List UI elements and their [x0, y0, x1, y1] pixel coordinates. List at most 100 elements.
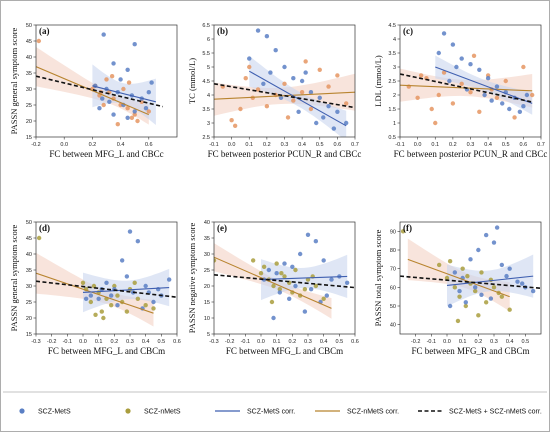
nmets-point — [305, 277, 311, 282]
nmets-point — [483, 300, 489, 305]
nmets-point — [146, 109, 151, 114]
nmets-point — [479, 270, 484, 275]
y-tick-label: 1 — [393, 121, 396, 127]
x-tick-label: 0.3 — [126, 339, 134, 345]
nmets-regression-line — [36, 272, 154, 314]
x-tick-label: 0.7 — [537, 142, 545, 148]
mets-point — [447, 78, 452, 84]
nmets-point — [459, 81, 464, 87]
y-tick-label: 40 — [204, 220, 210, 226]
mets-point — [96, 296, 101, 301]
y-tick-label: 15 — [204, 300, 210, 306]
nmets-point — [512, 115, 517, 120]
nmets-regression-line — [36, 66, 150, 116]
nmets-point — [258, 271, 264, 276]
mets-point — [274, 271, 279, 276]
nmets-point — [101, 315, 106, 321]
nmets-point — [415, 95, 420, 101]
y-tick-label: 50 — [26, 220, 32, 226]
nmets-point — [308, 106, 314, 112]
mets-point — [483, 232, 489, 238]
panel-letter: (a) — [39, 26, 50, 36]
mets-regression-line — [446, 275, 534, 287]
nmets-point — [125, 106, 130, 111]
x-tick-label: 0.0 — [228, 142, 236, 148]
y-axis-label: PASSN general symptom score — [9, 224, 19, 331]
nmets-point — [36, 235, 42, 241]
mets-point — [482, 92, 487, 98]
panel-letter: (e) — [217, 223, 227, 233]
nmets-point — [507, 307, 512, 312]
mets-point — [266, 267, 272, 273]
mets-point — [447, 303, 453, 309]
x-axis-label: FC between posterior PCUN_R and CBCc — [208, 149, 362, 159]
x-tick-label: 0.5 — [502, 142, 510, 148]
mets-point — [282, 64, 287, 70]
nmets-point — [104, 77, 109, 82]
mets-point — [521, 104, 526, 109]
nmets-point — [264, 104, 270, 109]
panel-letter: (c) — [403, 26, 413, 36]
axes-frame — [35, 24, 178, 138]
x-axis-label: FC between MFG_L and CBCc — [49, 149, 163, 159]
y-tick-label: 35 — [26, 71, 32, 77]
mets-point — [104, 280, 109, 285]
mets-point — [271, 315, 276, 321]
panel-letter: (f) — [403, 223, 412, 233]
panel-letter: (b) — [217, 26, 228, 36]
legend-nmets-corr-label: SCZ-nMetS corr. — [347, 409, 399, 416]
nmets-point — [302, 287, 308, 292]
nmets-point — [109, 303, 114, 308]
mets-point — [282, 261, 287, 266]
y-tick-label: 2.5 — [388, 79, 396, 85]
x-tick-label: 0.2 — [111, 339, 119, 345]
mets-point — [343, 120, 349, 126]
mets-point — [314, 120, 319, 126]
mets-point — [299, 78, 305, 84]
mets-point — [308, 287, 314, 292]
mets-point — [166, 277, 172, 282]
mets-point — [473, 285, 478, 290]
nmets-regression-line — [407, 258, 510, 298]
nmets-point — [468, 90, 473, 95]
x-axis-label: FC between MFG_L and CBCm — [226, 346, 343, 356]
y-tick-label: 35 — [204, 236, 210, 242]
mets-point — [313, 239, 319, 244]
mets-point — [520, 281, 525, 286]
nmets-point — [229, 118, 234, 123]
mets-point — [268, 70, 273, 75]
nmets-point — [80, 280, 86, 285]
mets-point — [83, 296, 89, 301]
nmets-point — [135, 118, 140, 124]
mets-point — [247, 56, 252, 61]
nmets-point — [101, 102, 106, 108]
nmets-point — [250, 258, 256, 263]
x-axis-label: FC between MFG_L and CBCm — [48, 346, 165, 356]
mets-point — [494, 225, 500, 230]
x-tick-label: 0.4 — [117, 142, 125, 148]
panel-3: -0.1 0.0 0.1 0.2 0.3 0.4 0.5 0.6 0.7 0.5 1 1.5 2 2.5 3… — [373, 23, 547, 159]
nmets-point — [132, 280, 137, 285]
nmets-point — [121, 86, 126, 92]
mets-point — [494, 84, 500, 89]
nmets-point — [151, 306, 156, 311]
y-tick-label: 25 — [26, 103, 32, 109]
mets-point — [441, 31, 447, 36]
y-tick-label: 45 — [26, 236, 32, 242]
mets-point — [111, 61, 116, 66]
mets-point — [273, 48, 278, 53]
y-axis-label: PASSN negative symptom score — [187, 223, 197, 334]
mets-point — [118, 77, 123, 82]
nmets-point — [457, 294, 462, 299]
x-tick-label: 0.2 — [449, 142, 457, 148]
nmets-point — [452, 285, 458, 290]
mets-point — [278, 95, 284, 101]
nmets-point — [238, 106, 243, 112]
mets-point — [436, 50, 441, 56]
mets-point — [459, 56, 464, 61]
nmets-point — [115, 293, 120, 298]
nmets-point — [277, 287, 282, 292]
mets-point — [303, 70, 308, 75]
x-tick-label: 0.7 — [351, 142, 359, 148]
